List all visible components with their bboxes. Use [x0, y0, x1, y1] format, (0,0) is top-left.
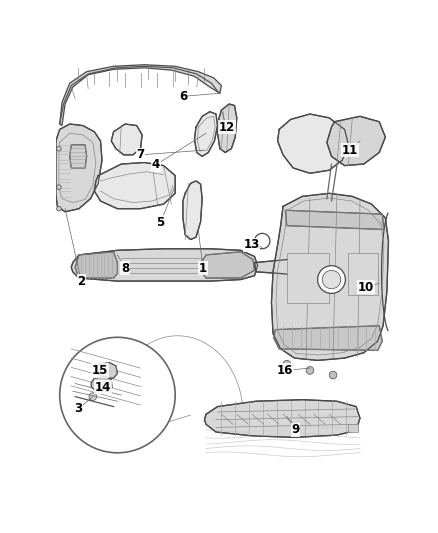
Circle shape: [322, 270, 341, 289]
Polygon shape: [60, 64, 221, 126]
Text: 16: 16: [277, 364, 293, 377]
Bar: [349, 424, 358, 432]
Polygon shape: [218, 104, 237, 152]
Polygon shape: [183, 181, 202, 239]
Bar: [287, 253, 329, 303]
Polygon shape: [75, 252, 117, 278]
Circle shape: [57, 147, 61, 151]
Polygon shape: [111, 124, 142, 155]
Circle shape: [306, 367, 314, 374]
Circle shape: [57, 185, 61, 189]
Polygon shape: [91, 377, 112, 391]
Circle shape: [329, 371, 337, 379]
Text: 3: 3: [74, 402, 82, 415]
Polygon shape: [70, 145, 87, 168]
Polygon shape: [274, 326, 382, 350]
Circle shape: [283, 360, 291, 368]
Text: 1: 1: [199, 262, 207, 274]
Polygon shape: [71, 249, 258, 281]
Polygon shape: [201, 252, 254, 278]
Text: 12: 12: [219, 120, 235, 134]
Text: 2: 2: [77, 274, 85, 288]
Text: 10: 10: [358, 281, 374, 294]
Text: 13: 13: [243, 238, 260, 252]
Polygon shape: [254, 258, 319, 276]
Circle shape: [57, 206, 61, 211]
Text: 6: 6: [179, 90, 187, 103]
Polygon shape: [272, 193, 389, 360]
Polygon shape: [194, 112, 218, 156]
Text: 4: 4: [152, 158, 160, 171]
Polygon shape: [278, 114, 349, 173]
Circle shape: [254, 233, 270, 249]
Polygon shape: [56, 124, 102, 212]
Polygon shape: [94, 163, 175, 209]
Polygon shape: [96, 363, 117, 378]
Text: 5: 5: [156, 216, 165, 229]
Text: 15: 15: [92, 364, 108, 377]
Polygon shape: [205, 400, 360, 438]
Polygon shape: [327, 116, 385, 166]
Circle shape: [89, 393, 97, 400]
Text: 14: 14: [95, 381, 111, 394]
Text: 8: 8: [121, 262, 129, 274]
Circle shape: [318, 265, 346, 294]
Text: 9: 9: [291, 423, 300, 436]
Text: 11: 11: [342, 144, 358, 157]
Bar: [349, 253, 378, 295]
Circle shape: [60, 337, 175, 453]
Polygon shape: [285, 210, 384, 230]
Text: 7: 7: [137, 148, 145, 161]
